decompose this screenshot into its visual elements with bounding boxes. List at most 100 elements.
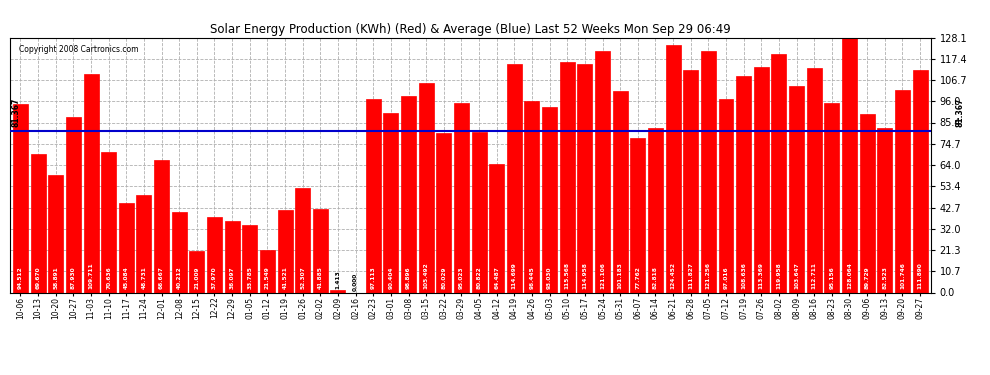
Text: 82.523: 82.523 (882, 266, 887, 288)
Text: 36.097: 36.097 (230, 266, 235, 288)
Bar (753, 67, 769, 292)
Text: 52.307: 52.307 (300, 266, 305, 288)
Text: 37.970: 37.970 (212, 266, 217, 288)
Bar (789, 86, 804, 292)
Text: 95.023: 95.023 (459, 266, 464, 288)
Text: 90.404: 90.404 (388, 266, 393, 288)
Title: Solar Energy Production (KWh) (Red) & Average (Blue) Last 52 Weeks Mon Sep 29 06: Solar Energy Production (KWh) (Red) & Av… (210, 23, 731, 36)
Text: 101.183: 101.183 (618, 262, 623, 288)
Text: 87.930: 87.930 (71, 266, 76, 288)
Bar (454, 104, 469, 292)
Bar (313, 209, 328, 292)
Text: 128.064: 128.064 (847, 262, 852, 288)
Text: 77.762: 77.762 (636, 266, 641, 288)
Bar (66, 117, 81, 292)
Bar (83, 74, 99, 292)
Bar (225, 220, 240, 292)
Bar (913, 70, 928, 292)
Bar (701, 51, 716, 292)
Text: 95.156: 95.156 (830, 266, 835, 288)
Text: 124.452: 124.452 (670, 261, 675, 288)
Bar (877, 128, 892, 292)
Text: 108.636: 108.636 (742, 262, 746, 288)
Text: 58.891: 58.891 (53, 266, 58, 288)
Bar (559, 63, 575, 292)
Bar (171, 213, 187, 292)
Text: 114.958: 114.958 (582, 262, 587, 288)
Text: 105.492: 105.492 (424, 262, 429, 288)
Text: 33.785: 33.785 (248, 266, 252, 288)
Text: 66.667: 66.667 (159, 266, 164, 288)
Text: 0.000: 0.000 (353, 272, 358, 291)
Text: 69.670: 69.670 (36, 266, 41, 288)
Text: Copyright 2008 Cartronics.com: Copyright 2008 Cartronics.com (19, 45, 139, 54)
Bar (631, 138, 645, 292)
Text: 45.084: 45.084 (124, 266, 129, 288)
Bar (277, 210, 293, 292)
Bar (401, 96, 416, 292)
Bar (489, 164, 504, 292)
Text: 115.568: 115.568 (564, 261, 570, 288)
Bar (683, 70, 698, 292)
Bar (383, 112, 398, 292)
Bar (719, 99, 734, 292)
Bar (207, 217, 222, 292)
Text: 109.711: 109.711 (88, 262, 93, 288)
Bar (243, 225, 257, 292)
Bar (577, 64, 592, 292)
Text: 89.729: 89.729 (864, 266, 869, 288)
Text: 97.016: 97.016 (724, 266, 729, 288)
Bar (419, 82, 434, 292)
Bar (595, 51, 610, 292)
Bar (331, 290, 346, 292)
Text: 101.746: 101.746 (900, 262, 905, 288)
Bar (101, 152, 116, 292)
Bar (189, 251, 204, 292)
Text: 81.367: 81.367 (12, 97, 21, 126)
Text: 40.212: 40.212 (177, 266, 182, 288)
Bar (260, 250, 275, 292)
Bar (665, 45, 680, 292)
Bar (507, 64, 522, 292)
Bar (154, 160, 169, 292)
Text: 41.885: 41.885 (318, 266, 323, 288)
Bar (49, 175, 63, 292)
Text: 121.256: 121.256 (706, 261, 711, 288)
Text: 93.030: 93.030 (547, 266, 552, 288)
Text: 80.822: 80.822 (476, 266, 481, 288)
Bar (807, 68, 822, 292)
Bar (647, 128, 663, 292)
Text: 64.487: 64.487 (494, 266, 499, 288)
Bar (895, 90, 910, 292)
Bar (543, 107, 557, 292)
Bar (825, 103, 840, 292)
Bar (859, 114, 874, 292)
Bar (842, 38, 857, 292)
Bar (137, 195, 151, 292)
Text: 113.369: 113.369 (758, 262, 763, 288)
Bar (295, 188, 310, 292)
Bar (365, 99, 381, 292)
Text: 103.647: 103.647 (794, 262, 799, 288)
Text: 111.890: 111.890 (918, 262, 923, 288)
Text: 80.029: 80.029 (442, 266, 446, 288)
Text: 112.711: 112.711 (812, 261, 817, 288)
Text: 21.009: 21.009 (194, 266, 199, 288)
Text: 119.958: 119.958 (776, 262, 781, 288)
Bar (119, 203, 134, 292)
Text: 1.413: 1.413 (336, 270, 341, 289)
Bar (437, 133, 451, 292)
Text: 70.636: 70.636 (106, 266, 111, 288)
Text: 21.549: 21.549 (265, 266, 270, 288)
Bar (613, 91, 628, 292)
Text: 114.699: 114.699 (512, 262, 517, 288)
Text: 48.731: 48.731 (142, 266, 147, 288)
Text: 121.106: 121.106 (600, 262, 605, 288)
Text: 94.512: 94.512 (18, 266, 23, 288)
Bar (471, 132, 486, 292)
Text: 41.521: 41.521 (282, 266, 287, 288)
Text: 81.367: 81.367 (955, 97, 964, 126)
Bar (13, 104, 28, 292)
Text: 96.445: 96.445 (530, 266, 535, 288)
Text: 111.827: 111.827 (688, 261, 693, 288)
